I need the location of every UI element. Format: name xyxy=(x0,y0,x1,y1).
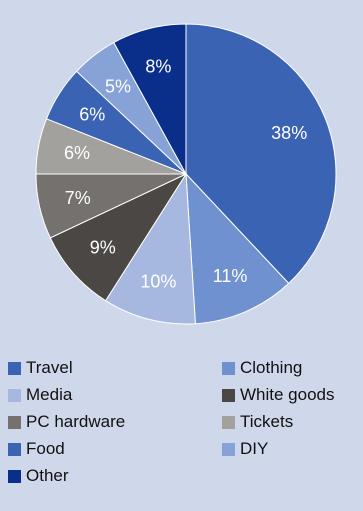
legend-swatch xyxy=(8,442,21,456)
slice-label-travel: 38% xyxy=(271,123,307,143)
legend-label: PC hardware xyxy=(26,412,126,431)
legend-item-white-goods: White goods xyxy=(222,384,335,406)
slice-label-white-goods: 9% xyxy=(90,237,116,257)
legend-swatch xyxy=(222,442,235,456)
pie-slice-clothing xyxy=(185,172,290,325)
legend-label: DIY xyxy=(240,439,269,458)
pie-slice-media xyxy=(104,172,196,325)
legend-label: Media xyxy=(26,385,73,404)
legend-item-travel: Travel xyxy=(8,357,73,379)
legend-swatch xyxy=(8,469,21,483)
legend-item-pc-hardware: PC hardware xyxy=(8,411,125,433)
legend-label: Tickets xyxy=(240,412,294,431)
slice-label-tickets: 6% xyxy=(64,143,90,163)
legend-swatch xyxy=(8,388,21,402)
legend-item-food: Food xyxy=(8,438,65,460)
legend-label: Other xyxy=(26,466,69,485)
pie-chart-plot: 38%11%10%9%7%6%6%5%8% xyxy=(35,23,337,325)
legend-swatch xyxy=(222,388,235,402)
legend-item-other: Other xyxy=(8,465,69,487)
legend-label: White goods xyxy=(240,385,335,404)
slice-label-media: 10% xyxy=(140,272,176,292)
legend-label: Clothing xyxy=(240,358,303,377)
legend-swatch xyxy=(8,361,21,375)
legend-item-media: Media xyxy=(8,384,72,406)
slice-label-clothing: 11% xyxy=(213,266,248,286)
slice-label-pc-hardware: 7% xyxy=(65,188,91,208)
legend-item-clothing: Clothing xyxy=(222,357,302,379)
pie-slice-other xyxy=(113,23,187,175)
slice-label-other: 8% xyxy=(145,57,171,77)
legend-label: Travel xyxy=(26,358,73,377)
legend-label: Food xyxy=(26,439,65,458)
legend-swatch xyxy=(222,361,235,375)
slice-label-diy: 5% xyxy=(105,76,131,96)
slice-label-food: 6% xyxy=(79,105,105,125)
pie-slice-white-goods xyxy=(49,172,188,302)
legend-swatch xyxy=(222,415,235,429)
legend-swatch xyxy=(8,415,21,429)
legend-item-tickets: Tickets xyxy=(222,411,293,433)
legend-item-diy: DIY xyxy=(222,438,268,460)
pie-slice-travel xyxy=(185,23,337,285)
